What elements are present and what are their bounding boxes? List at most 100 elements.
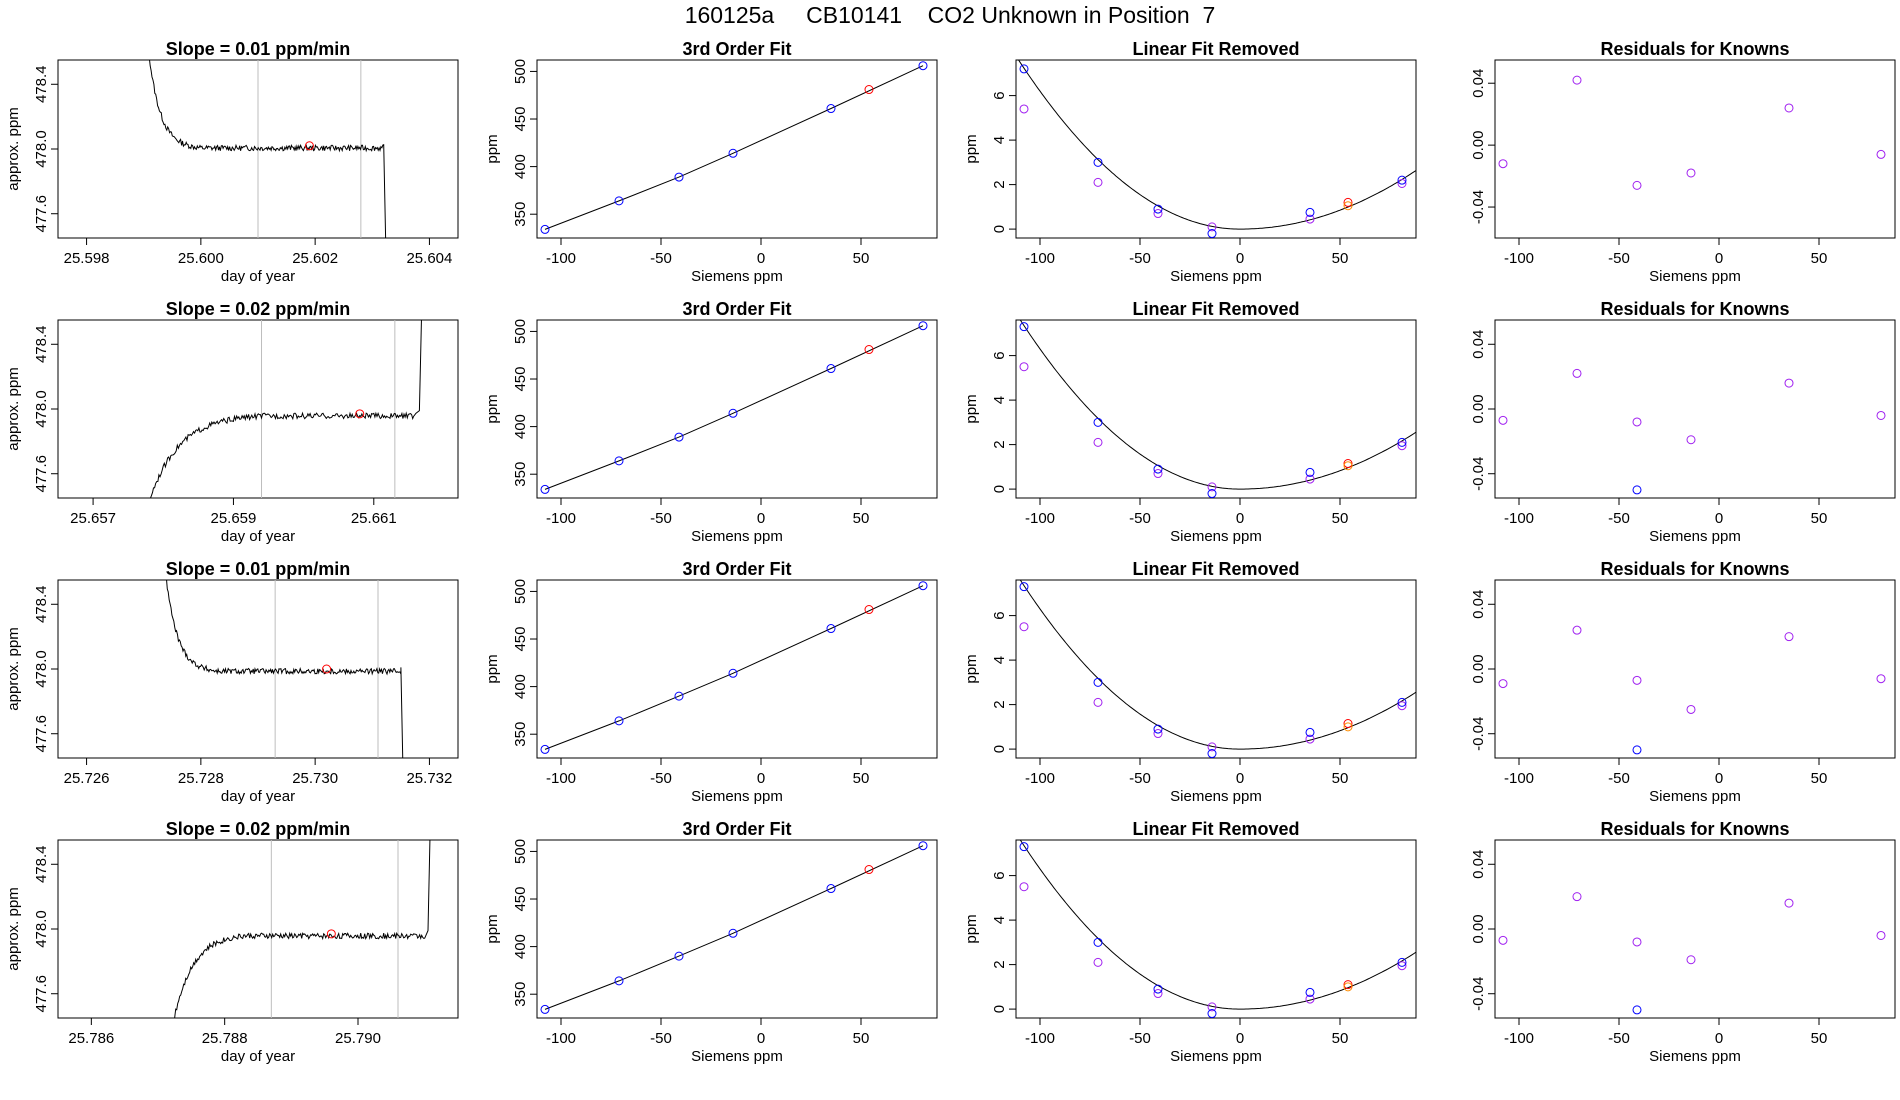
x-axis-label: day of year	[221, 268, 295, 285]
unknown-mean-point	[326, 929, 336, 939]
x-tick-label: 0	[757, 250, 765, 267]
plot-frame	[1494, 579, 1896, 759]
known-standard-point	[826, 624, 836, 634]
chart-title: Slope = 0.01 ppm/min	[166, 39, 351, 59]
unknown-data-point	[1343, 461, 1353, 471]
y-tick-label: -0.04	[1470, 457, 1487, 491]
raw-data-point	[1397, 961, 1407, 971]
fit-data-point	[1397, 175, 1407, 185]
raw-data-point	[1784, 898, 1794, 908]
y-tick-label: 478.4	[33, 585, 50, 623]
chart-title: 3rd Order Fit	[682, 819, 791, 839]
known-standard-point	[674, 951, 684, 961]
chart-panel-r3-trace: Slope = 0.01 ppm/min 25.726 25.728 25.730 25…	[5, 559, 459, 805]
chart-title: 3rd Order Fit	[682, 39, 791, 59]
residual-curve-line	[1019, 840, 1416, 1010]
x-tick-label: 50	[1332, 1030, 1349, 1047]
x-axis-label: Siemens ppm	[691, 1048, 783, 1065]
y-tick-label: 478.4	[33, 325, 50, 363]
raw-data-point	[1498, 935, 1508, 945]
x-tick-label: -50	[1608, 510, 1630, 527]
raw-data-point	[1019, 622, 1029, 632]
known-standard-point	[614, 976, 624, 986]
y-tick-label: 400	[512, 154, 529, 179]
y-axis-label: approx. ppm	[5, 887, 22, 970]
unknown-data-point	[1343, 982, 1353, 992]
y-tick-label: 0.00	[1470, 914, 1487, 943]
plot-area	[1019, 320, 1416, 498]
y-axis-label: ppm	[484, 654, 501, 683]
x-tick-label: -50	[1129, 770, 1151, 787]
chart-title: Linear Fit Removed	[1132, 559, 1299, 579]
plot-frame	[536, 839, 938, 1019]
fit-data-point	[1093, 937, 1103, 947]
x-tick-label: 25.730	[292, 770, 338, 787]
chart-title: Residuals for Knowns	[1600, 299, 1789, 319]
fit-data-point	[1632, 745, 1642, 755]
y-axis-label: approx. ppm	[5, 627, 22, 710]
x-tick-label: -50	[1608, 1030, 1630, 1047]
x-tick-label: 0	[757, 770, 765, 787]
x-tick-label: 50	[853, 250, 870, 267]
x-tick-label: 50	[1811, 770, 1828, 787]
fit-data-point	[1093, 677, 1103, 687]
raw-data-point	[1153, 469, 1163, 479]
chart-title: Linear Fit Removed	[1132, 299, 1299, 319]
raw-data-point	[1305, 214, 1315, 224]
x-tick-label: -50	[650, 770, 672, 787]
y-axis-label: ppm	[484, 394, 501, 423]
fit-data-point	[1207, 749, 1217, 758]
y-tick-label: 0.04	[1470, 850, 1487, 879]
x-tick-label: -50	[650, 1030, 672, 1047]
chart-panel-r3-cal: 3rd Order Fit -100 -50 0 50 350 400 450 500 Sieme…	[484, 559, 938, 805]
raw-data-point	[1019, 104, 1029, 114]
y-tick-label: 450	[512, 887, 529, 912]
fit-data-point	[1093, 417, 1103, 427]
y-tick-label: 2	[991, 700, 1008, 708]
x-tick-label: 25.598	[64, 250, 110, 267]
unknown-data-point	[1343, 201, 1353, 211]
raw-data-point	[1876, 410, 1886, 420]
known-standard-point	[728, 928, 738, 938]
chart-title: 3rd Order Fit	[682, 299, 791, 319]
x-tick-label: 25.726	[64, 770, 110, 787]
raw-data-point	[1207, 742, 1217, 752]
fit-curve-line	[544, 585, 924, 750]
fit-data-point	[1019, 582, 1029, 592]
x-tick-label: 50	[1811, 250, 1828, 267]
known-standard-point	[614, 456, 624, 466]
x-tick-label: -100	[1025, 1030, 1055, 1047]
x-tick-label: 25.661	[351, 510, 397, 527]
x-tick-label: 25.728	[178, 770, 224, 787]
y-axis-label: ppm	[963, 394, 980, 423]
residual-curve-line	[1017, 60, 1416, 230]
raw-data-point	[1153, 729, 1163, 739]
known-standard-point	[826, 364, 836, 374]
y-tick-label: 400	[512, 674, 529, 699]
y-tick-label: 350	[512, 982, 529, 1007]
plot-area	[540, 321, 928, 494]
known-standard-point	[826, 884, 836, 894]
x-axis-label: day of year	[221, 528, 295, 545]
y-tick-label: 0.04	[1470, 69, 1487, 98]
known-standard-point	[674, 432, 684, 442]
chart-title: Linear Fit Removed	[1132, 39, 1299, 59]
y-tick-label: 500	[512, 579, 529, 604]
x-tick-label: -50	[1129, 250, 1151, 267]
plot-frame	[1494, 839, 1896, 1019]
x-axis-label: Siemens ppm	[691, 268, 783, 285]
chart-panel-r3-lin: Linear Fit Removed -100 -50 0 50 0 2 4 6 Siemens …	[963, 559, 1417, 805]
raw-data-point	[1632, 937, 1642, 947]
plot-frame	[1015, 579, 1417, 759]
y-tick-label: 0.00	[1470, 131, 1487, 160]
raw-data-point	[1019, 882, 1029, 892]
unknown-sample-point	[864, 85, 874, 95]
x-tick-label: -100	[1025, 250, 1055, 267]
raw-data-point	[1784, 632, 1794, 642]
raw-data-point	[1498, 415, 1508, 425]
x-tick-label: 50	[853, 510, 870, 527]
y-tick-label: 478.0	[33, 130, 50, 168]
y-tick-label: 6	[991, 91, 1008, 99]
y-tick-label: 6	[991, 871, 1008, 879]
